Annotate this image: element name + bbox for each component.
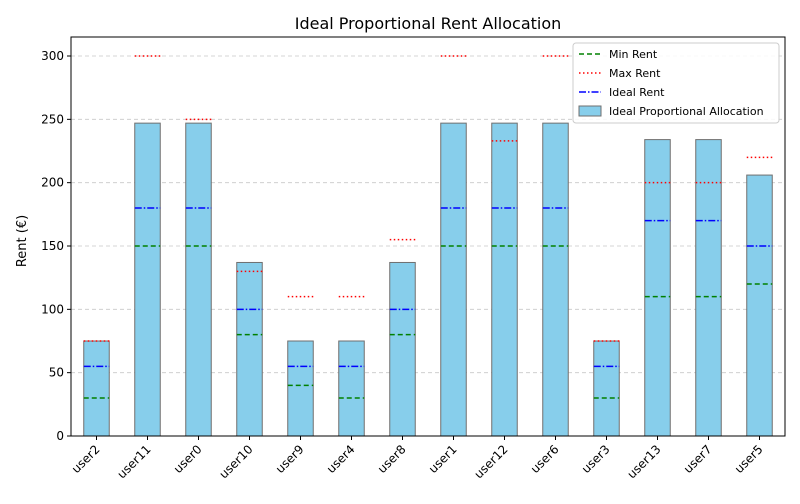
bar-user13 <box>644 139 671 437</box>
y-tick-label: 0 <box>56 429 64 443</box>
x-tick-label: user0 <box>171 442 205 476</box>
x-tick-label: user4 <box>324 442 358 476</box>
bar-user1 <box>440 122 467 437</box>
y-tick-label: 100 <box>41 302 64 316</box>
bar-user10 <box>236 261 263 437</box>
legend-label: Ideal Rent <box>609 86 665 99</box>
bar-user8 <box>389 261 416 437</box>
y-axis-label: Rent (€) <box>15 215 30 267</box>
y-ticks: 0 50 100 150 200 250 300 <box>41 49 71 443</box>
legend-label: Min Rent <box>609 48 658 61</box>
x-tick-label: user7 <box>681 442 715 476</box>
bar-user0 <box>185 122 212 437</box>
x-tick-label: user9 <box>273 442 307 476</box>
bar-user5 <box>746 174 773 437</box>
x-tick-label: user3 <box>579 442 613 476</box>
bar-user6 <box>542 122 569 437</box>
bar-user3 <box>593 340 620 437</box>
bar-user4 <box>338 340 365 437</box>
marker-group <box>83 55 773 399</box>
x-tick-label: user8 <box>375 442 409 476</box>
x-tick-label: user2 <box>69 442 103 476</box>
y-tick-label: 150 <box>41 239 64 253</box>
x-tick-label: user13 <box>624 442 663 481</box>
x-tick-label: user6 <box>528 442 562 476</box>
bar-group <box>83 122 773 437</box>
bar-user7 <box>695 139 722 437</box>
bar-user9 <box>287 340 314 437</box>
bar-user11 <box>134 122 161 437</box>
legend-swatch <box>578 105 602 117</box>
chart-title: Ideal Proportional Rent Allocation <box>295 14 562 33</box>
legend-label: Ideal Proportional Allocation <box>609 105 764 118</box>
bar-user12 <box>491 122 518 437</box>
legend-box <box>572 42 780 124</box>
y-tick-label: 200 <box>41 176 64 190</box>
y-tick-label: 50 <box>49 366 64 380</box>
y-tick-label: 300 <box>41 49 64 63</box>
x-tick-label: user1 <box>426 442 460 476</box>
x-tick-label: user12 <box>471 442 510 481</box>
axes <box>70 36 786 437</box>
x-tick-label: user10 <box>216 442 255 481</box>
y-tick-label: 250 <box>41 112 64 126</box>
plot-frame <box>70 36 786 437</box>
x-tick-label: user5 <box>732 442 766 476</box>
x-tick-label: user11 <box>114 442 153 481</box>
legend-label: Max Rent <box>609 67 661 80</box>
x-ticks: user2 user11 user0 user10 user9 user4 user8 use… <box>69 436 766 481</box>
bar-user2 <box>83 340 110 437</box>
legend: Min Rent Max Rent Ideal Rent Ideal Proporti… <box>572 42 780 124</box>
